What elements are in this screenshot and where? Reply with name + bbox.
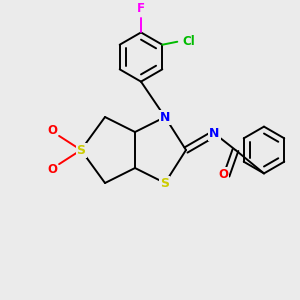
- Text: N: N: [160, 110, 170, 124]
- Text: S: S: [76, 143, 85, 157]
- Text: F: F: [137, 2, 145, 15]
- Text: S: S: [160, 176, 169, 190]
- Text: O: O: [218, 167, 229, 181]
- Text: N: N: [209, 127, 220, 140]
- Text: O: O: [47, 124, 58, 137]
- Text: O: O: [47, 163, 58, 176]
- Text: Cl: Cl: [182, 35, 195, 48]
